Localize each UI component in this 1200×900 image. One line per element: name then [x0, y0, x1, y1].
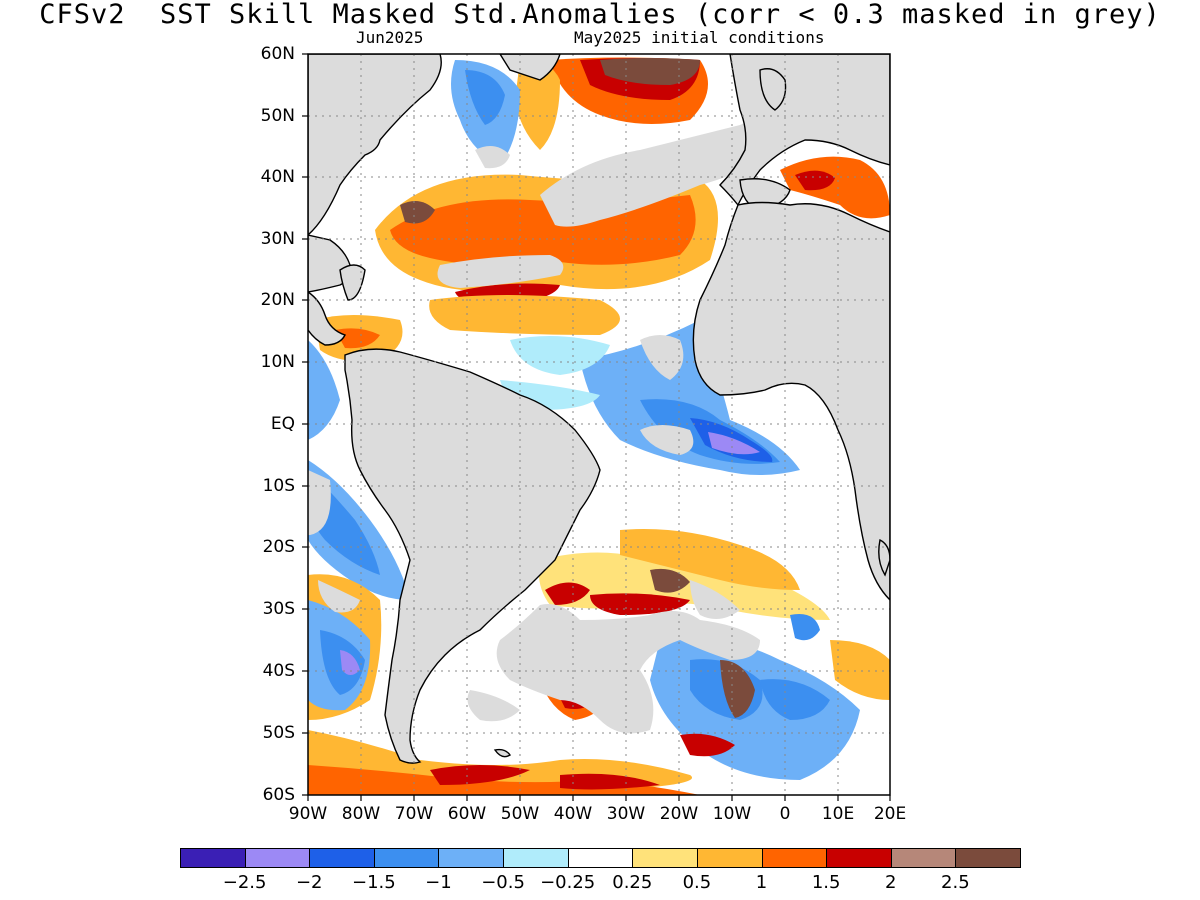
lon-label-30w: 30W: [606, 804, 646, 824]
initial-conditions-label: May2025 initial conditions: [574, 28, 825, 47]
colorbar-label: 0.25: [612, 872, 653, 893]
lon-label-20w: 20W: [659, 804, 699, 824]
lon-label-10w: 10W: [712, 804, 752, 824]
lat-label-60s: 60S: [262, 785, 295, 805]
lat-label-30s: 30S: [262, 599, 295, 619]
central-america: [308, 291, 346, 346]
lat-label-20n: 20N: [260, 290, 295, 310]
low-skill-mask: [308, 120, 775, 734]
graticule: [308, 54, 890, 795]
lon-label-0: 0: [779, 804, 791, 824]
colorbar-label: −2: [295, 872, 323, 893]
colorbar-swatch: [503, 848, 569, 868]
lat-label-50n: 50N: [260, 106, 295, 126]
lat-label-20s: 20S: [262, 537, 295, 557]
colorbar-swatch: [373, 848, 440, 868]
colorbar-label: 0.5: [682, 872, 712, 893]
lon-label-80w: 80W: [341, 804, 381, 824]
colorbar-label: 2.5: [941, 872, 970, 893]
lat-label-30n: 30N: [260, 229, 295, 249]
lon-label-90w: 90W: [288, 804, 328, 824]
colorbar-swatch: [955, 848, 1021, 868]
colorbar-label: −0.25: [540, 872, 596, 893]
lon-label-40w: 40W: [553, 804, 593, 824]
colorbar-swatch: [567, 848, 634, 868]
axis-ticks: [302, 53, 891, 801]
lat-label-eq: EQ: [270, 414, 295, 434]
lon-label-60w: 60W: [447, 804, 487, 824]
north-america: [308, 54, 442, 236]
madagascar: [878, 538, 890, 577]
colorbar-swatch: [696, 848, 763, 868]
colorbar-label: 1.5: [811, 872, 841, 893]
south-georgia: [493, 748, 512, 758]
africa: [692, 201, 890, 601]
colorbar-label: −1: [425, 872, 452, 893]
florida: [339, 264, 366, 301]
colorbar-swatch: [244, 848, 311, 868]
colorbar-swatch: [761, 848, 828, 868]
lat-label-50s: 50S: [262, 723, 295, 743]
lon-label-50w: 50W: [500, 804, 540, 824]
lat-label-40n: 40N: [260, 167, 295, 187]
lat-label-40s: 40S: [262, 661, 295, 681]
forecast-month-label: Jun2025: [356, 28, 424, 47]
colorbar-swatch: [438, 848, 505, 868]
colorbar-label: 1: [755, 872, 768, 893]
colorbar-label: −2.5: [222, 872, 267, 893]
lat-label-10s: 10S: [262, 476, 295, 496]
land-masses: [308, 54, 890, 764]
lat-label-60n: 60N: [260, 44, 295, 64]
south-america: [344, 348, 601, 764]
colorbar-swatch: [826, 848, 892, 868]
colorbar-swatch: [890, 848, 957, 868]
colorbar-swatch: [180, 848, 246, 868]
lon-label-20e: 20E: [873, 804, 907, 824]
greenland: [499, 54, 561, 81]
lon-label-10e: 10E: [821, 804, 855, 824]
lon-label-70w: 70W: [394, 804, 434, 824]
colorbar-swatch: [632, 848, 698, 868]
colorbar-label: −1.5: [351, 872, 396, 893]
lat-label-10n: 10N: [260, 352, 295, 372]
colorbar-swatch: [309, 848, 375, 868]
map-title: CFSv2 SST Skill Masked Std.Anomalies (co…: [39, 0, 1161, 30]
colorbar-label: −0.5: [481, 872, 525, 893]
colorbar-label: 2: [885, 872, 897, 893]
british-isles: [759, 68, 787, 111]
